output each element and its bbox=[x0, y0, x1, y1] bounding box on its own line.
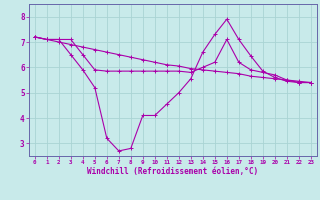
X-axis label: Windchill (Refroidissement éolien,°C): Windchill (Refroidissement éolien,°C) bbox=[87, 167, 258, 176]
